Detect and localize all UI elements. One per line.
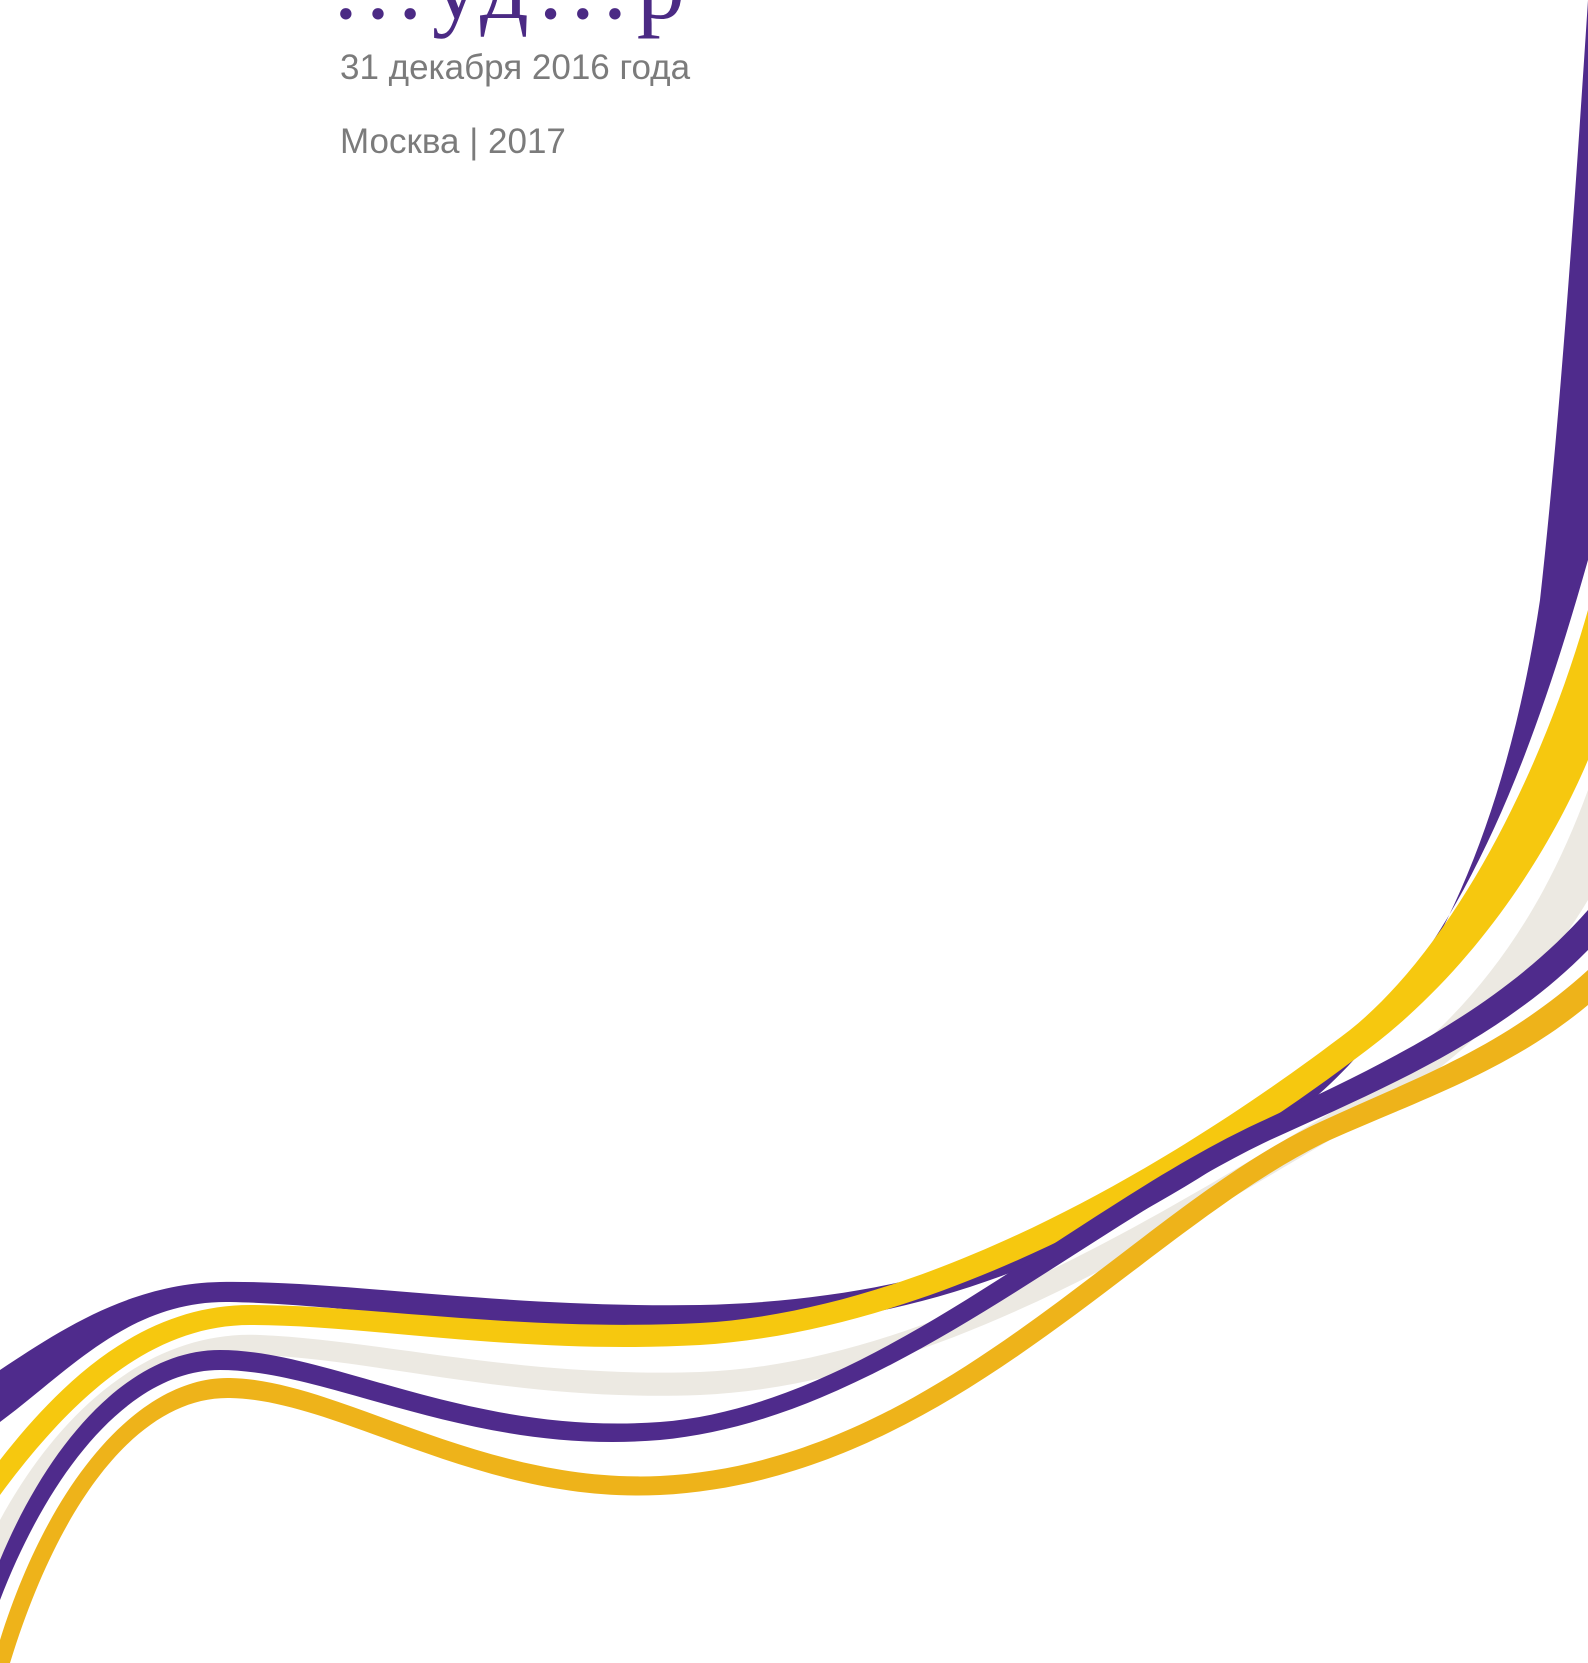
ribbon-purple-wide: [0, 0, 1588, 1422]
title-fragment: …уд…р: [330, 0, 691, 34]
ribbon-cream: [0, 790, 1588, 1565]
report-date: 31 декабря 2016 года: [340, 48, 691, 87]
ribbon-purple-thin: [0, 910, 1588, 1600]
ribbon-yellow: [0, 610, 1588, 1495]
place-year: Москва | 2017: [340, 122, 566, 161]
